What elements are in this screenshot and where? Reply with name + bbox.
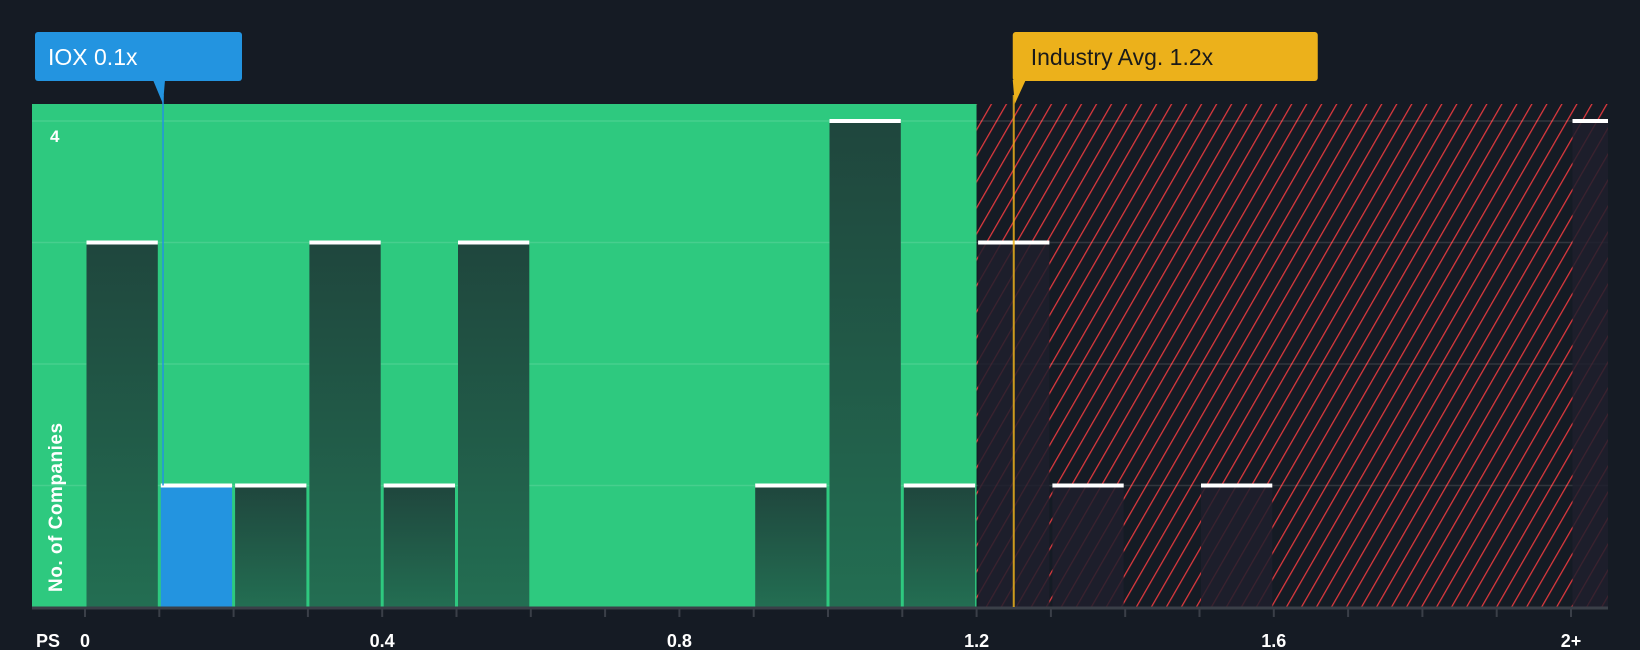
y-tick-label-4: 4 <box>50 127 60 146</box>
bar-cap <box>235 483 307 488</box>
bar-cap <box>160 483 233 488</box>
bar-cap <box>903 483 976 488</box>
bar-cap <box>829 119 901 123</box>
bar-cap <box>1572 119 1608 123</box>
industry-avg-label: Industry Avg. 1.2x <box>1031 44 1214 70</box>
bar <box>1572 121 1608 607</box>
industry-pointer <box>1012 80 1026 104</box>
x-tick-label: 2+ <box>1561 631 1582 650</box>
x-tick-label: 0.4 <box>370 631 395 650</box>
bar <box>903 485 976 607</box>
bar-cap <box>755 483 827 488</box>
bar-cap <box>458 240 530 245</box>
bar <box>829 121 901 607</box>
bar <box>309 242 381 607</box>
x-tick-label: 0 <box>80 631 90 650</box>
bar-cap <box>383 483 455 488</box>
x-axis-label: PS <box>36 631 60 650</box>
bar <box>235 485 307 607</box>
y-axis-label: No. of Companies <box>46 422 67 592</box>
company-label-box <box>35 32 242 81</box>
bar-company <box>160 485 233 607</box>
x-tick-label: 0.8 <box>667 631 692 650</box>
bar <box>1201 485 1273 607</box>
bar-cap <box>86 240 158 245</box>
bar-cap <box>1052 483 1124 488</box>
bar-cap <box>1201 483 1273 488</box>
bar <box>1052 485 1124 607</box>
bar-cap <box>309 240 381 245</box>
bar <box>458 242 530 607</box>
bar <box>86 242 158 607</box>
x-tick-label: 1.6 <box>1261 631 1286 650</box>
bar <box>383 485 455 607</box>
company-pointer <box>153 80 166 104</box>
x-tick-label: 1.2 <box>964 631 989 650</box>
company-label: IOX 0.1x <box>48 44 138 70</box>
industry-label-box <box>1012 32 1318 81</box>
bar <box>755 485 827 607</box>
